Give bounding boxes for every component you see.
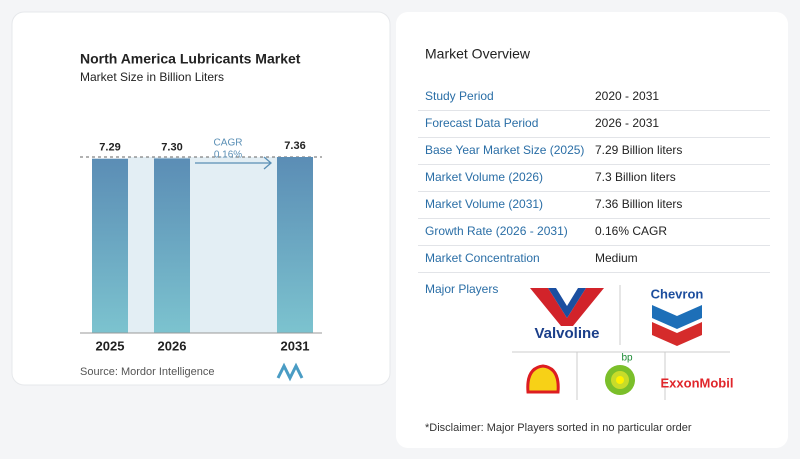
row-value: 7.29 Billion liters	[595, 143, 682, 157]
shell-logo	[526, 364, 560, 394]
bp-logo	[616, 376, 624, 384]
player: Valvoline	[534, 325, 599, 342]
chart-subtitle: Market Size in Billion Liters	[80, 70, 224, 84]
row-value: 2020 - 2031	[595, 89, 659, 103]
row-label: Market Volume (2026)	[425, 170, 543, 184]
valvoline-logo	[548, 288, 586, 318]
cagr-label: CAGR	[214, 138, 243, 149]
x-tick-label: 2026	[158, 338, 187, 353]
row-label: Base Year Market Size (2025)	[425, 143, 584, 157]
row-label: Market Concentration	[425, 251, 540, 265]
player: ExxonMobil	[661, 375, 734, 390]
row-value: 0.16% CAGR	[595, 224, 667, 238]
source: Source: Mordor Intelligence	[80, 366, 215, 378]
chevron-logo	[652, 322, 702, 346]
value-label: 7.36	[284, 140, 305, 152]
bar	[154, 158, 190, 333]
value-label: 7.30	[161, 141, 182, 153]
chevron-logo	[652, 305, 702, 329]
player: Chevron	[651, 286, 704, 301]
chart-title: North America Lubricants Market	[80, 51, 301, 67]
disclaimer: *Disclaimer: Major Players sorted in no …	[425, 422, 692, 434]
x-tick-label: 2031	[281, 338, 310, 353]
bar	[277, 157, 313, 333]
bar	[92, 158, 128, 333]
row-value: Medium	[595, 251, 638, 265]
row-label: Growth Rate (2026 - 2031)	[425, 224, 568, 238]
cagr-value: 0.16%	[214, 150, 242, 161]
cagr-arrow	[195, 156, 272, 170]
value-label: 7.29	[99, 142, 120, 154]
overview-title: Market Overview	[425, 46, 531, 62]
row-label: Forecast Data Period	[425, 116, 538, 130]
row-label: Study Period	[425, 89, 494, 103]
row-value: 7.3 Billion liters	[595, 170, 676, 184]
players-label: Major Players	[425, 282, 498, 296]
brand-logo	[276, 362, 304, 382]
player: bp	[621, 353, 633, 364]
row-value: 2026 - 2031	[595, 116, 659, 130]
row-value: 7.36 Billion liters	[595, 197, 682, 211]
x-tick-label: 2025	[96, 338, 125, 353]
valvoline-logo	[530, 288, 604, 326]
row-label: Market Volume (2031)	[425, 197, 543, 211]
cagr-band	[128, 157, 277, 333]
